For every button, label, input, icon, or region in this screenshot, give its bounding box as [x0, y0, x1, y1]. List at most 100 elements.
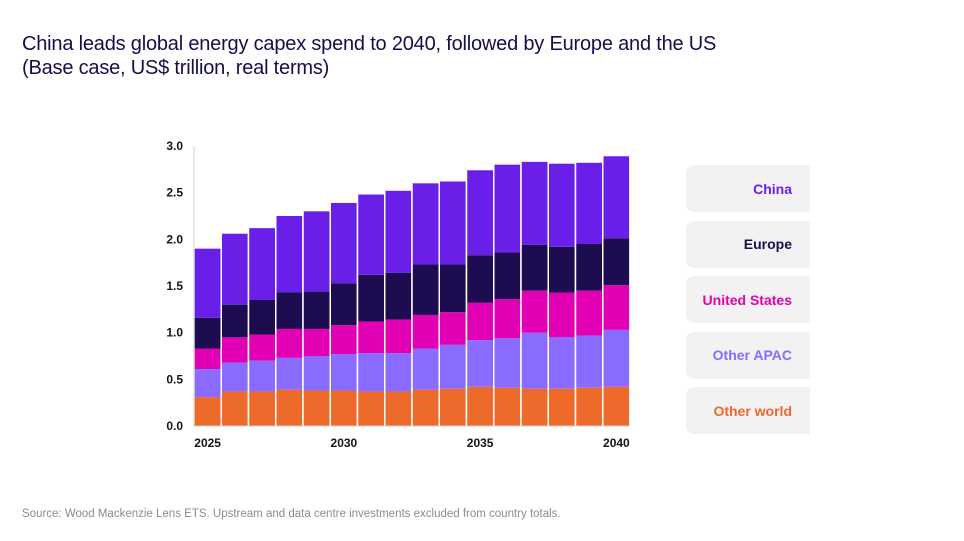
bar-segment-europe-2037: [521, 244, 548, 291]
bar-segment-china-2028: [276, 216, 303, 293]
bar-segment-china-2036: [494, 164, 521, 253]
axes-group: 0.0 0.5 1.0 1.5 2.0 2.5 3.0 2025 2030 2035 2040: [166, 139, 630, 450]
legend-label-other-world: Other world: [713, 402, 792, 419]
bar-segment-other-world-2026: [222, 391, 248, 426]
bar-segment-other-apac-2032: [385, 353, 412, 392]
y-tick-label: 1.0: [166, 326, 183, 340]
bar-segment-china-2030: [331, 202, 357, 284]
bar-segment-united-states-2038: [549, 292, 575, 338]
bar-segment-europe-2038: [549, 246, 575, 293]
bar-segment-china-2038: [549, 163, 575, 247]
bar-segment-china-2035: [467, 170, 493, 256]
bar-segment-other-apac-2026: [222, 362, 248, 392]
y-tick-label: 1.5: [166, 279, 183, 293]
legend-label-united-states: United States: [702, 291, 792, 308]
bar-segment-united-states-2036: [494, 299, 521, 339]
legend-label-china: China: [753, 180, 792, 197]
bar-segment-europe-2039: [576, 244, 602, 291]
bar-segment-united-states-2037: [521, 290, 548, 333]
bar-segment-other-world-2025: [194, 397, 221, 426]
bar-segment-china-2026: [222, 233, 248, 305]
bar-segment-china-2040: [603, 156, 630, 239]
bar-segment-united-states-2034: [440, 312, 466, 345]
bar-segment-united-states-2033: [412, 314, 439, 349]
bar-segment-united-states-2032: [385, 319, 412, 354]
y-tick-label: 0.0: [166, 419, 183, 433]
bar-segment-china-2034: [440, 181, 466, 265]
bar-segment-china-2027: [249, 228, 275, 300]
bar-segment-other-world-2035: [467, 386, 493, 426]
bar-segment-other-apac-2034: [440, 344, 466, 389]
bar-segment-other-apac-2035: [467, 340, 493, 387]
bar-segment-other-world-2034: [440, 388, 466, 426]
bar-segment-other-world-2027: [249, 391, 275, 426]
bar-segment-united-states-2031: [358, 321, 384, 354]
bar-segment-other-apac-2039: [576, 335, 602, 388]
bar-segment-europe-2028: [276, 292, 303, 329]
legend-label-europe: Europe: [743, 236, 792, 252]
bar-segment-other-apac-2028: [276, 357, 303, 390]
bar-segment-europe-2034: [440, 264, 466, 313]
bar-segment-other-apac-2029: [303, 356, 330, 391]
bar-segment-other-world-2033: [412, 389, 439, 426]
x-tick-label-2035: 2035: [467, 436, 494, 450]
bar-segment-other-apac-2033: [412, 348, 439, 390]
bar-segment-europe-2040: [603, 238, 630, 286]
y-tick-label: 0.5: [166, 372, 183, 386]
bar-segment-other-world-2030: [331, 390, 357, 426]
bar-segment-china-2037: [521, 161, 548, 245]
bar-segment-europe-2030: [331, 283, 357, 326]
bar-segment-united-states-2025: [194, 348, 221, 370]
x-tick-label-2040: 2040: [603, 436, 630, 450]
legend-label-other-apac: Other APAC: [712, 347, 792, 363]
bar-segment-europe-2029: [303, 291, 330, 329]
bar-segment-other-world-2037: [521, 388, 548, 426]
bar-segment-china-2032: [385, 190, 412, 273]
y-tick-label: 2.5: [166, 186, 183, 200]
bar-segment-united-states-2028: [276, 328, 303, 358]
bar-segment-europe-2035: [467, 255, 493, 303]
legend-item-europe: Europe: [686, 220, 810, 268]
bar-segment-china-2031: [358, 194, 384, 275]
bar-segment-other-apac-2030: [331, 354, 357, 391]
legend: China Europe United States Other APAC Ot…: [686, 165, 810, 443]
bar-segment-other-world-2032: [385, 391, 412, 426]
bar-segment-other-apac-2040: [603, 329, 630, 387]
bar-segment-united-states-2029: [303, 328, 330, 356]
bar-segment-united-states-2040: [603, 285, 630, 330]
bar-segment-other-apac-2027: [249, 360, 275, 392]
bar-segment-united-states-2027: [249, 334, 275, 361]
bars-group: [194, 138, 631, 426]
bar-segment-china-2025: [194, 248, 221, 318]
bar-segment-other-apac-2037: [521, 332, 548, 389]
y-tick-label: 2.0: [166, 232, 183, 246]
bar-segment-europe-2026: [222, 304, 248, 338]
bar-segment-other-apac-2031: [358, 353, 384, 392]
bar-segment-china-2033: [412, 183, 439, 265]
x-tick-label-2025: 2025: [194, 436, 221, 450]
bar-segment-other-world-2039: [576, 387, 602, 426]
bar-segment-other-world-2028: [276, 389, 303, 426]
bar-segment-united-states-2026: [222, 337, 248, 363]
bar-segment-other-world-2038: [549, 388, 575, 426]
bar-segment-united-states-2039: [576, 290, 602, 336]
bar-segment-united-states-2035: [467, 302, 493, 341]
legend-item-other-world: Other world: [686, 387, 810, 434]
x-tick-label-2030: 2030: [331, 436, 358, 450]
bar-segment-china-2039: [576, 162, 602, 244]
bar-segment-other-world-2029: [303, 390, 330, 426]
bar-segment-europe-2033: [412, 264, 439, 315]
bar-segment-other-apac-2025: [194, 369, 221, 398]
bar-segment-other-world-2036: [494, 387, 521, 426]
chart-title-line-1: China leads global energy capex spend to…: [22, 33, 717, 55]
bar-segment-china-2029: [303, 211, 330, 292]
bar-segment-europe-2036: [494, 252, 521, 300]
chart-title: China leads global energy capex spend to…: [22, 32, 922, 80]
bar-segment-other-world-2040: [603, 386, 630, 426]
bar-segment-united-states-2030: [331, 325, 357, 355]
bar-segment-europe-2027: [249, 300, 275, 335]
legend-item-united-states: United States: [686, 276, 810, 323]
source-note: Source: Wood Mackenzie Lens ETS. Upstrea…: [22, 508, 561, 520]
y-tick-label: 3.0: [166, 139, 183, 153]
